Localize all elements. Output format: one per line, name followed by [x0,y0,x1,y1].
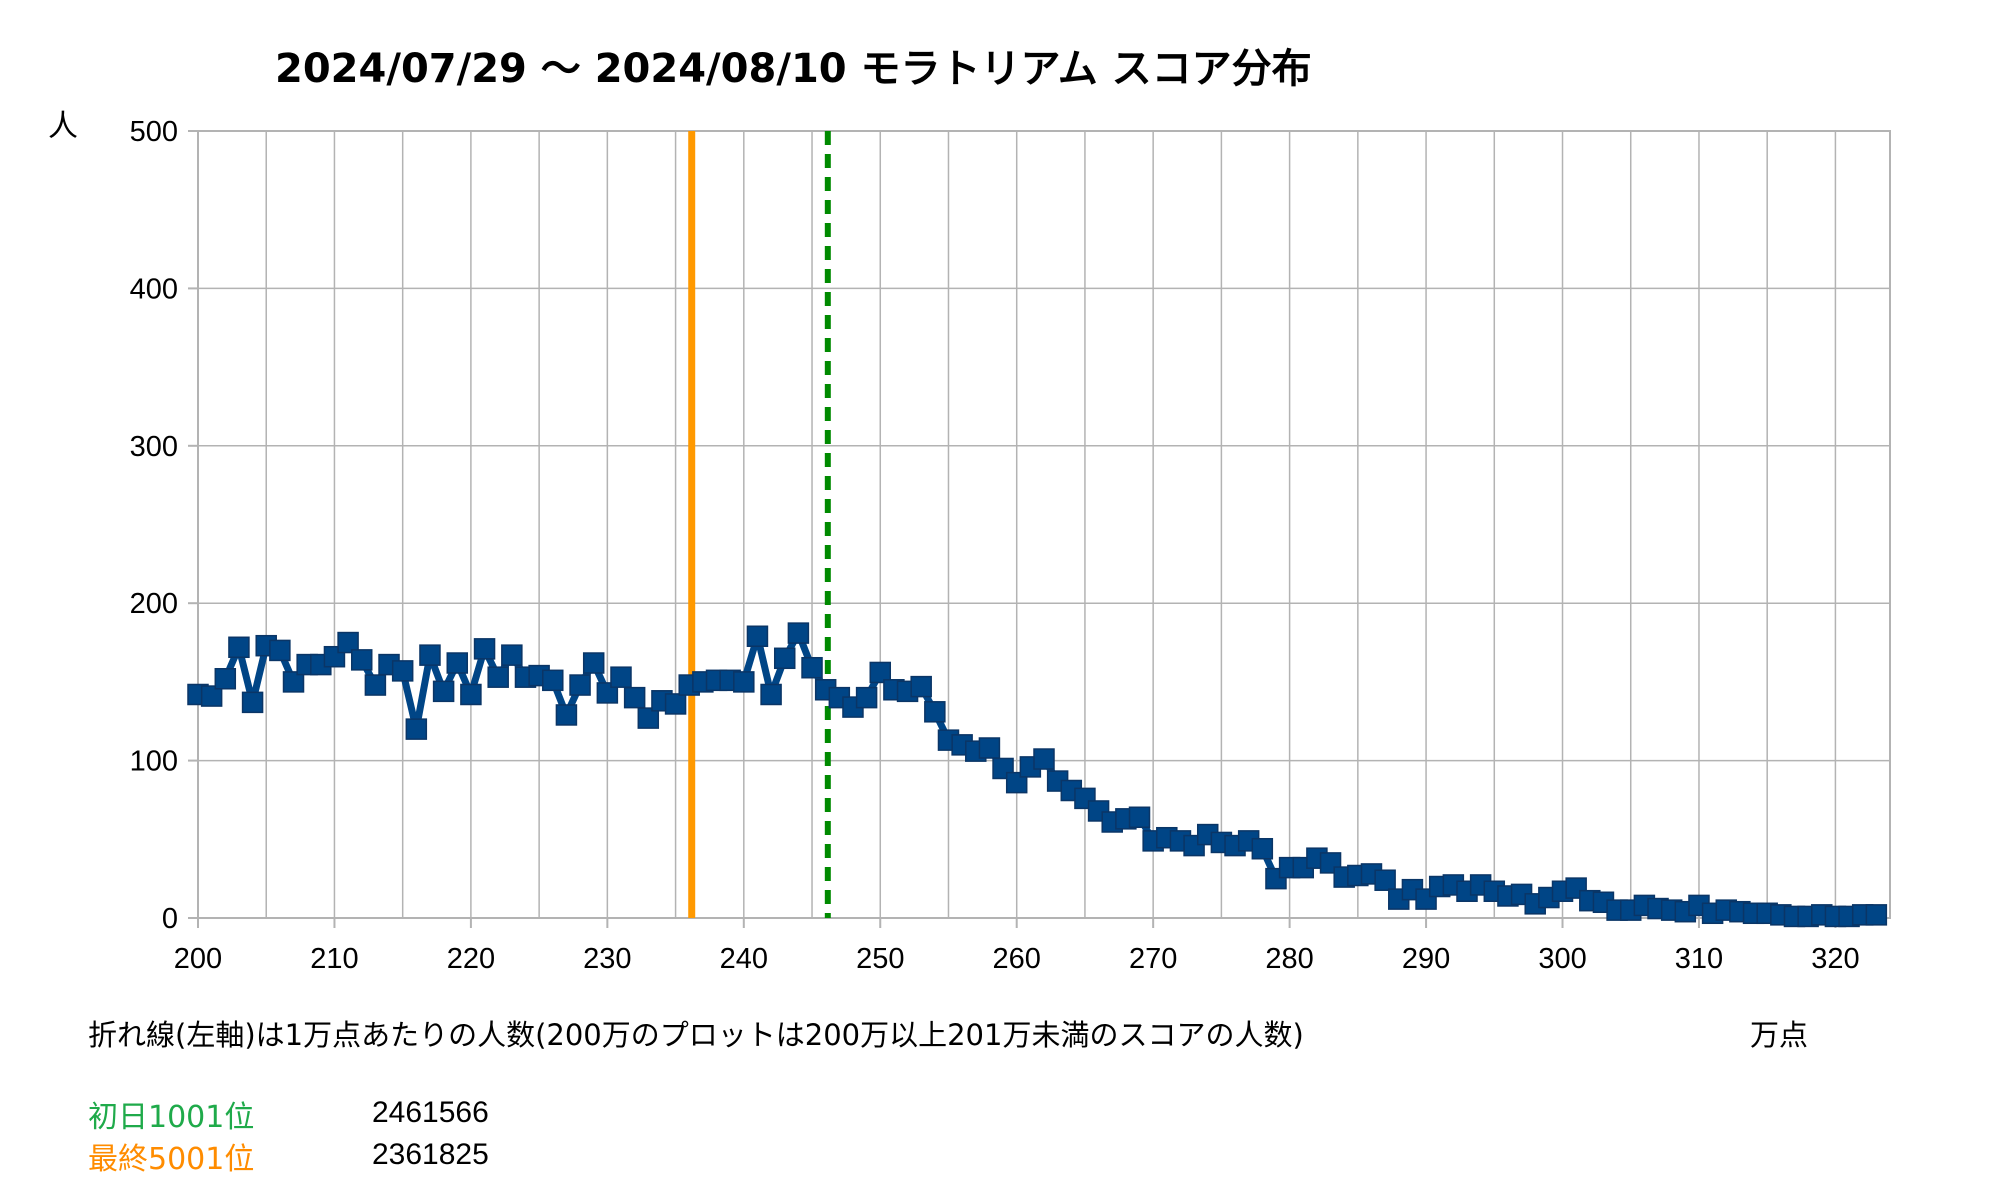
legend-value-first-day-rank: 2461566 [372,1096,489,1129]
y-axis-label: 人 [48,109,78,144]
data-point [787,622,810,644]
x-tick-label: 300 [1538,943,1586,975]
data-point [364,674,387,696]
data-point [501,644,523,666]
data-point [405,718,428,740]
data-point [241,691,264,714]
data-point [869,661,892,684]
x-tick-label: 220 [447,943,495,975]
data-point [801,656,823,679]
x-tick-labels: 200 210 220 230 240 250 260 270 280 290 300 310 320 [174,918,1860,975]
data-point [1033,748,1055,770]
data-point [555,704,578,726]
data-point [924,701,946,723]
legend-value-final-rank: 2361825 [372,1138,489,1171]
y-tick-label: 100 [130,746,178,778]
x-tick-label: 320 [1811,943,1859,975]
data-point [200,685,223,707]
data-point [978,737,1001,759]
data-point [473,638,496,660]
data-point [733,671,755,693]
legend-label-first-day-rank: 初日1001位 [88,1100,255,1135]
x-tick-label: 210 [310,943,358,975]
data-point [269,639,291,662]
data-point [228,636,250,659]
x-tick-label: 200 [174,943,222,975]
data-point [582,652,605,674]
x-tick-label: 290 [1402,943,1450,975]
x-tick-label: 240 [720,943,768,975]
data-point [542,669,564,692]
data-point [350,649,373,671]
data-point [910,675,932,698]
data-series [187,622,1888,928]
data-point [746,625,769,648]
chart-title: 2024/07/29 〜 2024/08/10 モラトリアム スコア分布 [275,46,1312,92]
data-point [637,707,660,729]
x-tick-label: 280 [1265,943,1313,975]
data-point [214,668,237,690]
data-point [487,666,509,688]
y-tick-label: 0 [162,903,178,935]
data-point [610,666,632,688]
data-point [1251,837,1274,860]
data-point [282,671,305,693]
data-point [446,652,469,674]
x-tick-label: 230 [583,943,631,975]
x-axis-unit-label: 万点 [1750,1018,1809,1052]
y-tick-label: 200 [130,588,178,620]
x-tick-label: 270 [1129,943,1177,975]
x-tick-label: 250 [856,943,904,975]
x-tick-label: 310 [1675,943,1723,975]
legend-label-final-rank: 最終5001位 [88,1142,255,1177]
data-point [1128,806,1151,829]
data-point [419,644,441,666]
data-point [337,631,359,654]
y-tick-label: 500 [130,116,178,148]
data-point [391,660,414,682]
plot-frame [197,130,1891,919]
data-point [855,686,878,709]
data-point [773,647,796,670]
data-point [569,674,591,696]
data-point [1374,869,1396,891]
data-point [1865,904,1888,926]
y-tick-label: 300 [130,431,178,463]
data-point [432,680,455,703]
y-tick-labels: 0 100 200 300 400 500 [130,116,198,935]
data-point [623,686,646,709]
data-point [460,683,482,706]
grid-lines [198,131,1890,918]
chart-note: 折れ線(左軸)は1万点あたりの人数(200万のプロットは200万以上201万未満… [88,1018,1304,1052]
x-tick-label: 260 [993,943,1041,975]
y-tick-label: 400 [130,273,178,305]
reference-lines [688,131,831,918]
data-point [664,693,687,715]
data-point [760,683,782,706]
